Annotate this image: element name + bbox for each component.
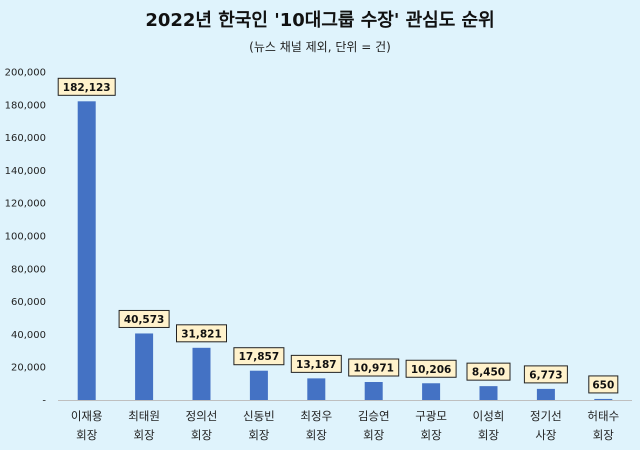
x-tick-label: 회장 [306,428,328,442]
x-tick-label: 회장 [76,428,98,442]
data-label: 31,821 [181,328,222,340]
y-tick-label: 40,000 [11,330,46,341]
x-tick-label: 정의선 [186,409,218,423]
y-tick-label: 20,000 [11,363,46,374]
x-tick-label: 정기선 [530,409,562,423]
x-tick-label: 회장 [478,428,500,442]
y-tick-label: 60,000 [11,297,46,308]
bar [77,101,96,400]
bar [192,347,211,400]
chart-title: 2022년 한국인 '10대그룹 수장' 관심도 순위 [145,10,495,31]
y-tick-label: 120,000 [5,199,46,210]
data-label-box [57,77,116,96]
x-tick-label: 회장 [363,428,385,442]
data-label-box [405,359,457,378]
y-tick-label: 80,000 [11,264,46,275]
bar [594,398,613,400]
bar [364,382,383,400]
data-label: 182,123 [63,82,111,94]
y-tick-label: 100,000 [5,232,46,243]
data-label: 13,187 [296,359,337,371]
x-tick-label: 회장 [421,428,443,442]
x-tick-label: 최정우 [300,409,332,423]
bar [135,333,154,400]
y-tick-label: 140,000 [5,166,46,177]
y-tick-label: 180,000 [5,100,46,111]
bar [479,386,498,400]
data-label: 8,450 [472,367,505,379]
y-tick-label: 200,000 [5,68,46,79]
data-label: 10,206 [411,364,452,376]
data-label: 40,573 [124,314,165,326]
x-tick-label: 허태수 [587,409,619,423]
x-tick-label: 구광모 [415,409,447,423]
x-tick-label: 회장 [248,428,270,442]
x-tick-label: 김승연 [358,409,390,423]
data-label-box [290,354,342,373]
x-tick-label: 회장 [134,428,156,442]
data-label-box [523,365,568,384]
data-label-box [118,309,170,328]
x-tick-label: 이성희 [473,409,505,423]
x-tick-label: 신동빈 [243,409,275,423]
bar [536,388,555,400]
x-tick-label: 회장 [593,428,615,442]
data-label: 650 [592,379,614,391]
data-label-box [466,362,511,381]
data-label: 6,773 [529,369,562,381]
x-tick-label: 최태원 [128,409,160,423]
data-label-box [176,324,227,343]
bar [249,370,268,400]
x-tick-label: 이재용 [71,409,103,423]
data-label: 17,857 [239,351,280,363]
x-tick-label: 사장 [535,428,557,442]
bar [422,383,441,400]
data-label: 10,971 [353,363,394,375]
data-label-box [233,347,285,366]
y-tick-label: - [42,396,46,407]
x-tick-label: 회장 [191,428,213,442]
y-tick-label: 160,000 [5,133,46,144]
chart-subtitle: (뉴스 채널 제외, 단위 = 건) [249,40,391,54]
data-label-box [588,375,619,394]
data-label-box [348,358,400,377]
bar [307,378,326,400]
